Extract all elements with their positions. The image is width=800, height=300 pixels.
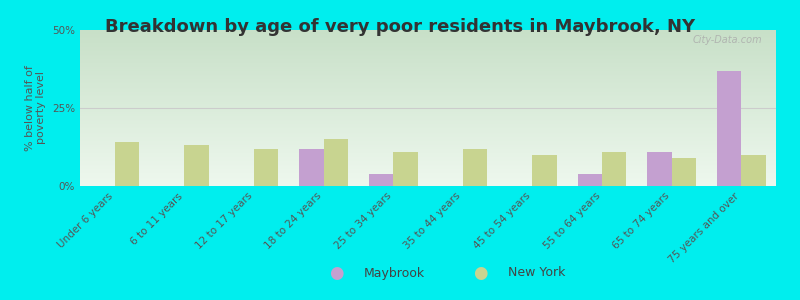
Text: New York: New York (508, 266, 566, 280)
Bar (578, 173, 602, 186)
Bar (323, 139, 348, 186)
Bar (463, 148, 487, 186)
Text: ●: ● (473, 264, 487, 282)
Bar (647, 152, 672, 186)
Bar (254, 148, 278, 186)
Bar (672, 158, 696, 186)
Text: City-Data.com: City-Data.com (693, 35, 762, 45)
Bar (185, 146, 209, 186)
Bar (394, 152, 418, 186)
Bar (717, 70, 741, 186)
Text: ●: ● (329, 264, 343, 282)
Text: Maybrook: Maybrook (364, 266, 425, 280)
Bar (299, 148, 324, 186)
Bar (369, 173, 394, 186)
Bar (115, 142, 139, 186)
Bar (533, 155, 557, 186)
Bar (602, 152, 626, 186)
Text: Breakdown by age of very poor residents in Maybrook, NY: Breakdown by age of very poor residents … (105, 18, 695, 36)
Y-axis label: % below half of
poverty level: % below half of poverty level (25, 65, 46, 151)
Bar (742, 155, 766, 186)
